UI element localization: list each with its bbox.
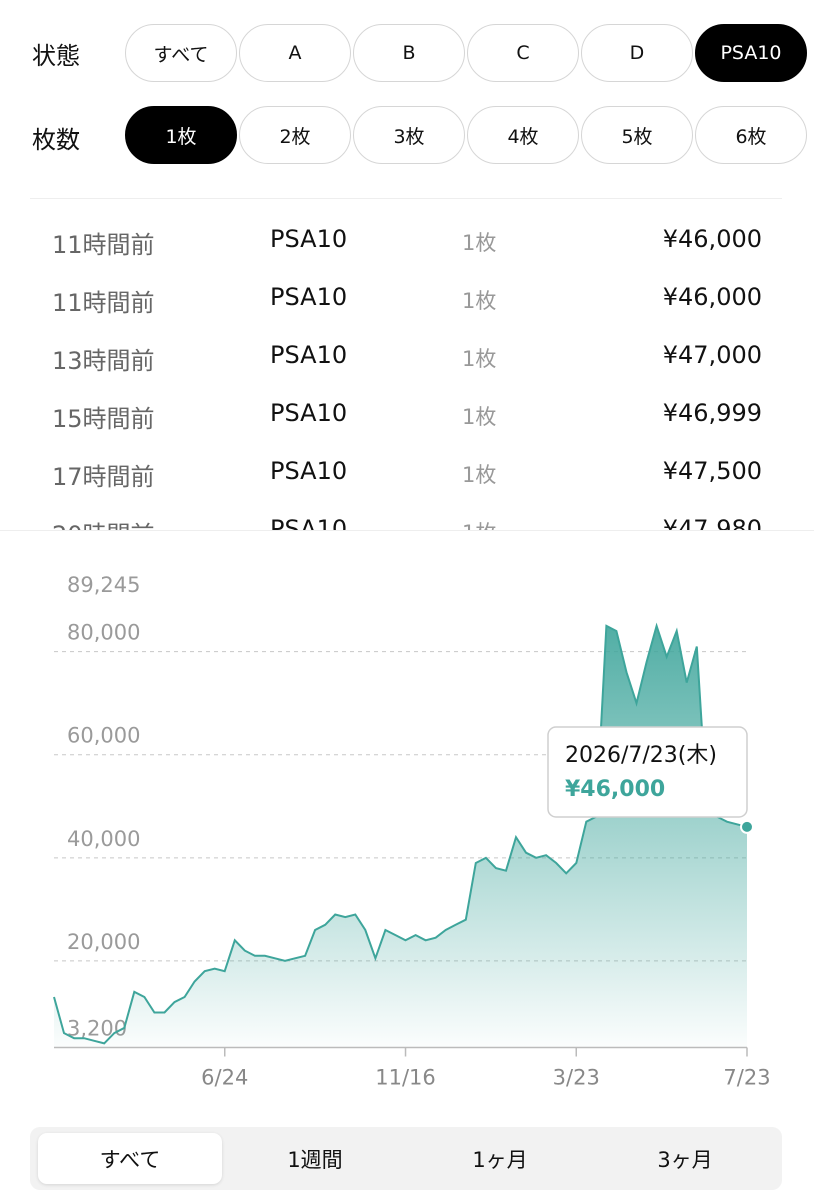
filter-pill[interactable]: C bbox=[467, 24, 579, 82]
range-tab[interactable]: 1ヶ月 bbox=[472, 1147, 528, 1172]
sale-price: ¥47,000 bbox=[662, 341, 762, 369]
sale-qty: 1枚 bbox=[462, 517, 496, 531]
sale-row: 11時間前 PSA10 1枚 ¥46,000 bbox=[30, 269, 782, 327]
filter-pill[interactable]: D bbox=[581, 24, 693, 82]
sale-row: 17時間前 PSA10 1枚 ¥47,500 bbox=[30, 443, 782, 501]
sale-grade: PSA10 bbox=[270, 225, 348, 253]
sale-price: ¥46,000 bbox=[662, 283, 762, 311]
range-tab[interactable]: 1週間 bbox=[287, 1147, 343, 1172]
sale-price: ¥46,000 bbox=[662, 225, 762, 253]
filter-pill[interactable]: 3枚 bbox=[353, 106, 465, 164]
sale-time: 20時間前 bbox=[52, 515, 155, 531]
filter-pill[interactable]: 1枚 bbox=[125, 106, 237, 164]
filter-pill[interactable]: PSA10 bbox=[695, 24, 807, 82]
tooltip-price: ¥46,000 bbox=[565, 777, 665, 802]
sale-qty: 1枚 bbox=[462, 463, 497, 487]
area-fill bbox=[54, 625, 747, 1048]
sale-qty: 1枚 bbox=[462, 289, 497, 313]
count-label: 枚数 bbox=[32, 126, 80, 154]
sale-time: 17時間前 bbox=[52, 463, 155, 491]
sale-row: 13時間前 PSA10 1枚 ¥47,000 bbox=[30, 327, 782, 385]
x-tick-label: 11/16 bbox=[375, 1066, 436, 1090]
y-tick-label: 40,000 bbox=[67, 827, 140, 851]
sale-qty: 1枚 bbox=[462, 405, 497, 429]
sale-qty: 1枚 bbox=[462, 231, 497, 255]
sale-grade: PSA10 bbox=[270, 283, 348, 311]
sale-time: 11時間前 bbox=[52, 289, 155, 317]
x-tick-label: 3/23 bbox=[553, 1066, 600, 1090]
x-tick-label: 6/24 bbox=[201, 1066, 248, 1090]
filter-pill[interactable]: 4枚 bbox=[467, 106, 579, 164]
sale-time: 15時間前 bbox=[52, 405, 155, 433]
range-tab[interactable]: すべて bbox=[38, 1133, 222, 1184]
condition-label: 状態 bbox=[32, 42, 80, 70]
sale-grade: PSA10 bbox=[270, 457, 348, 485]
filter-pill[interactable]: 2枚 bbox=[239, 106, 351, 164]
tooltip-box bbox=[547, 726, 748, 818]
sale-grade: PSA10 bbox=[270, 341, 348, 369]
y-tick-label: 60,000 bbox=[67, 724, 140, 748]
sale-time: 13時間前 bbox=[52, 347, 155, 375]
range-tab[interactable]: 3ヶ月 bbox=[657, 1147, 713, 1172]
filter-pill[interactable]: 5枚 bbox=[581, 106, 693, 164]
sales-table: 11時間前 PSA10 1枚 ¥46,000 11時間前 PSA10 1枚 ¥46,000 13… bbox=[30, 198, 782, 531]
sale-grade: PSA10 bbox=[270, 399, 348, 427]
filter-pill[interactable]: A bbox=[239, 24, 351, 82]
filter-pill[interactable]: 6枚 bbox=[695, 106, 807, 164]
price-line bbox=[53, 622, 748, 1045]
divider bbox=[0, 530, 814, 531]
sale-row: 11時間前 PSA10 1枚 ¥46,000 bbox=[30, 211, 782, 269]
sale-time: 11時間前 bbox=[52, 231, 155, 259]
y-tick-label: 20,000 bbox=[67, 930, 140, 954]
y-tick-label: 89,245 bbox=[67, 573, 140, 597]
filter-pill[interactable]: B bbox=[353, 24, 465, 82]
sale-price: ¥47,980 bbox=[662, 515, 762, 531]
sale-row: 20時間前 PSA10 1枚 ¥47,980 bbox=[30, 501, 782, 531]
sale-grade: PSA10 bbox=[270, 515, 348, 531]
range-tabs: すべて 1週間 1ヶ月 3ヶ月 bbox=[30, 1127, 782, 1190]
y-tick-label: 80,000 bbox=[67, 621, 140, 645]
filter-pill[interactable]: すべて bbox=[125, 24, 237, 82]
sale-qty: 1枚 bbox=[462, 347, 497, 371]
selected-point bbox=[740, 819, 754, 834]
sale-row: 15時間前 PSA10 1枚 ¥46,999 bbox=[30, 385, 782, 443]
sale-price: ¥47,500 bbox=[662, 457, 762, 485]
x-tick-label: 7/23 bbox=[723, 1066, 770, 1090]
sale-price: ¥46,999 bbox=[662, 399, 762, 427]
tooltip-date: 2026/7/23(木) bbox=[565, 743, 717, 768]
